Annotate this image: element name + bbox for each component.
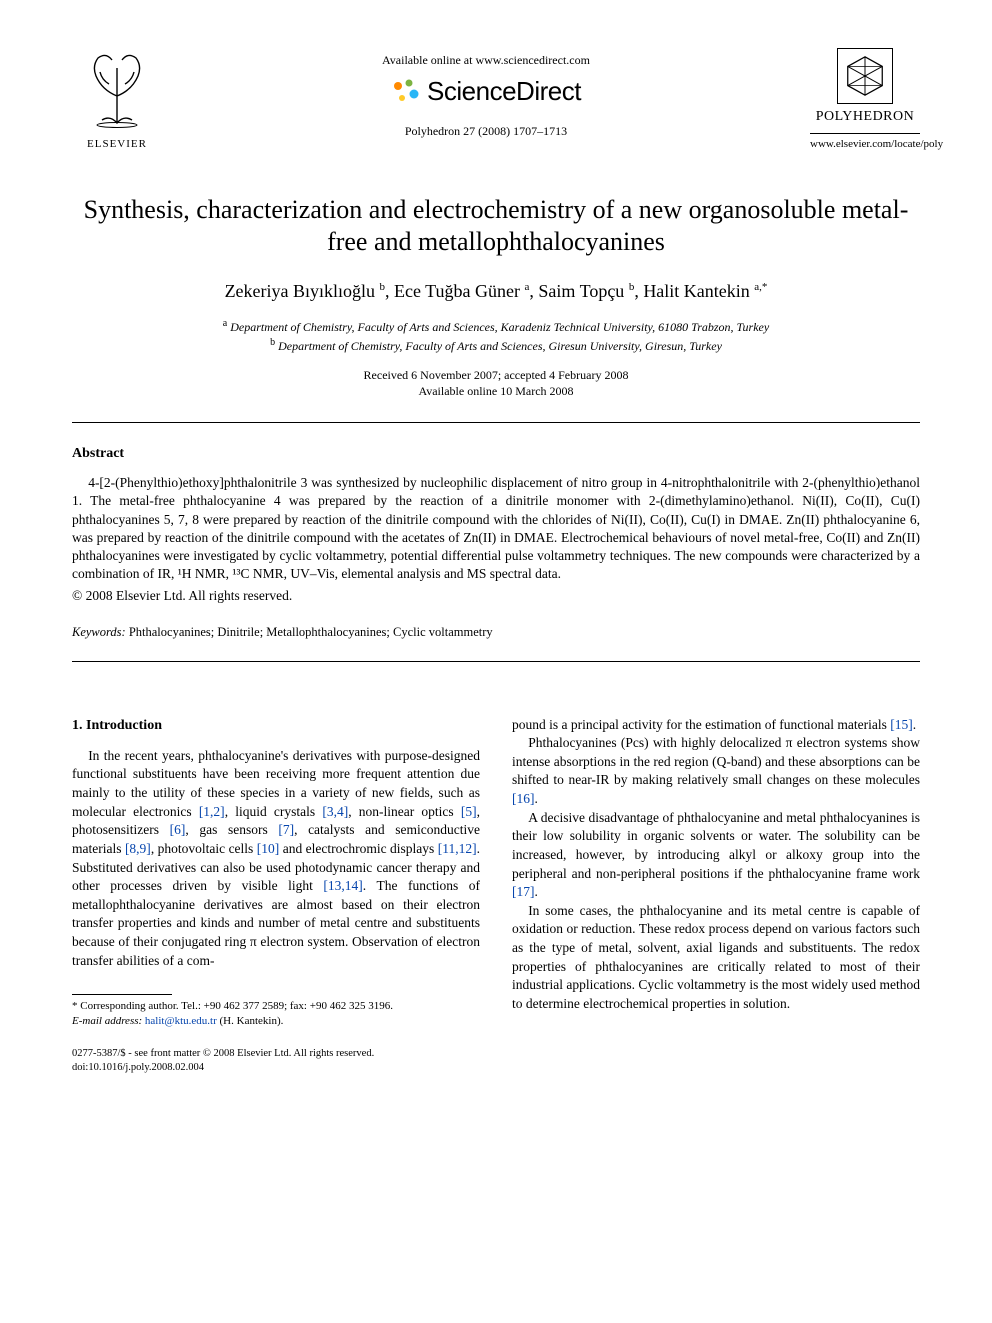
section-1-heading: 1. Introduction	[72, 716, 480, 735]
polyhedron-icon	[837, 48, 893, 104]
article-header: ELSEVIER Available online at www.science…	[72, 48, 920, 152]
footnote-corr: * Corresponding author. Tel.: +90 462 37…	[72, 999, 480, 1014]
intro-paragraph-right-3: A decisive disadvantage of phthalocyanin…	[512, 809, 920, 902]
abstract-section: Abstract 4-[2-(Phenylthio)ethoxy]phthalo…	[72, 445, 920, 605]
elsevier-tree-icon	[82, 48, 152, 128]
sciencedirect-label: ScienceDirect	[427, 74, 581, 109]
available-online-text: Available online at www.sciencedirect.co…	[162, 52, 810, 68]
keywords-label: Keywords:	[72, 625, 126, 639]
sciencedirect-mark-icon	[391, 77, 421, 107]
intro-paragraph-right-4: In some cases, the phthalocyanine and it…	[512, 902, 920, 1014]
footnote-rule	[72, 994, 172, 995]
issn-line: 0277-5387/$ - see front matter © 2008 El…	[72, 1047, 480, 1061]
intro-paragraph-left: In the recent years, phthalocyanine's de…	[72, 747, 480, 971]
doi-line: doi:10.1016/j.poly.2008.02.004	[72, 1061, 480, 1075]
author-list: Zekeriya Bıyıklıoğlu b, Ece Tuğba Güner …	[72, 279, 920, 303]
affiliation-b: b Department of Chemistry, Faculty of Ar…	[72, 336, 920, 355]
body-columns: 1. Introduction In the recent years, pht…	[72, 716, 920, 1076]
intro-paragraph-right-2: Phthalocyanines (Pcs) with highly deloca…	[512, 734, 920, 809]
elsevier-label: ELSEVIER	[72, 137, 162, 152]
footnote-email-line: E-mail address: halit@ktu.edu.tr (H. Kan…	[72, 1014, 480, 1029]
abstract-copyright: © 2008 Elsevier Ltd. All rights reserved…	[72, 587, 920, 605]
intro-paragraph-right-1: pound is a principal activity for the es…	[512, 716, 920, 735]
citation-line: Polyhedron 27 (2008) 1707–1713	[162, 123, 810, 139]
left-column: 1. Introduction In the recent years, pht…	[72, 716, 480, 1076]
sciencedirect-logo: ScienceDirect	[162, 74, 810, 109]
received-accepted-date: Received 6 November 2007; accepted 4 Feb…	[72, 367, 920, 384]
journal-url[interactable]: www.elsevier.com/locate/poly	[810, 133, 920, 152]
available-online-date: Available online 10 March 2008	[72, 383, 920, 400]
abstract-body: 4-[2-(Phenylthio)ethoxy]phthalonitrile 3…	[72, 474, 920, 583]
article-title: Synthesis, characterization and electroc…	[72, 194, 920, 259]
front-matter: 0277-5387/$ - see front matter © 2008 El…	[72, 1047, 480, 1075]
rule-top	[72, 422, 920, 423]
elsevier-logo: ELSEVIER	[72, 48, 162, 152]
affiliation-a: a Department of Chemistry, Faculty of Ar…	[72, 317, 920, 336]
keywords-text: Phthalocyanines; Dinitrile; Metallophtha…	[129, 625, 493, 639]
rule-bottom	[72, 661, 920, 662]
email-person: (H. Kantekin).	[220, 1015, 284, 1027]
email-label: E-mail address:	[72, 1015, 142, 1027]
email-link[interactable]: halit@ktu.edu.tr	[145, 1015, 217, 1027]
right-column: pound is a principal activity for the es…	[512, 716, 920, 1076]
corresponding-author-footnote: * Corresponding author. Tel.: +90 462 37…	[72, 999, 480, 1029]
journal-name: POLYHEDRON	[810, 108, 920, 127]
header-center: Available online at www.sciencedirect.co…	[162, 48, 810, 139]
abstract-heading: Abstract	[72, 445, 920, 464]
abstract-text: 4-[2-(Phenylthio)ethoxy]phthalonitrile 3…	[72, 474, 920, 583]
keywords-line: Keywords: Phthalocyanines; Dinitrile; Me…	[72, 624, 920, 641]
affiliations: a Department of Chemistry, Faculty of Ar…	[72, 317, 920, 355]
article-dates: Received 6 November 2007; accepted 4 Feb…	[72, 367, 920, 401]
journal-logo-block: POLYHEDRON www.elsevier.com/locate/poly	[810, 48, 920, 152]
